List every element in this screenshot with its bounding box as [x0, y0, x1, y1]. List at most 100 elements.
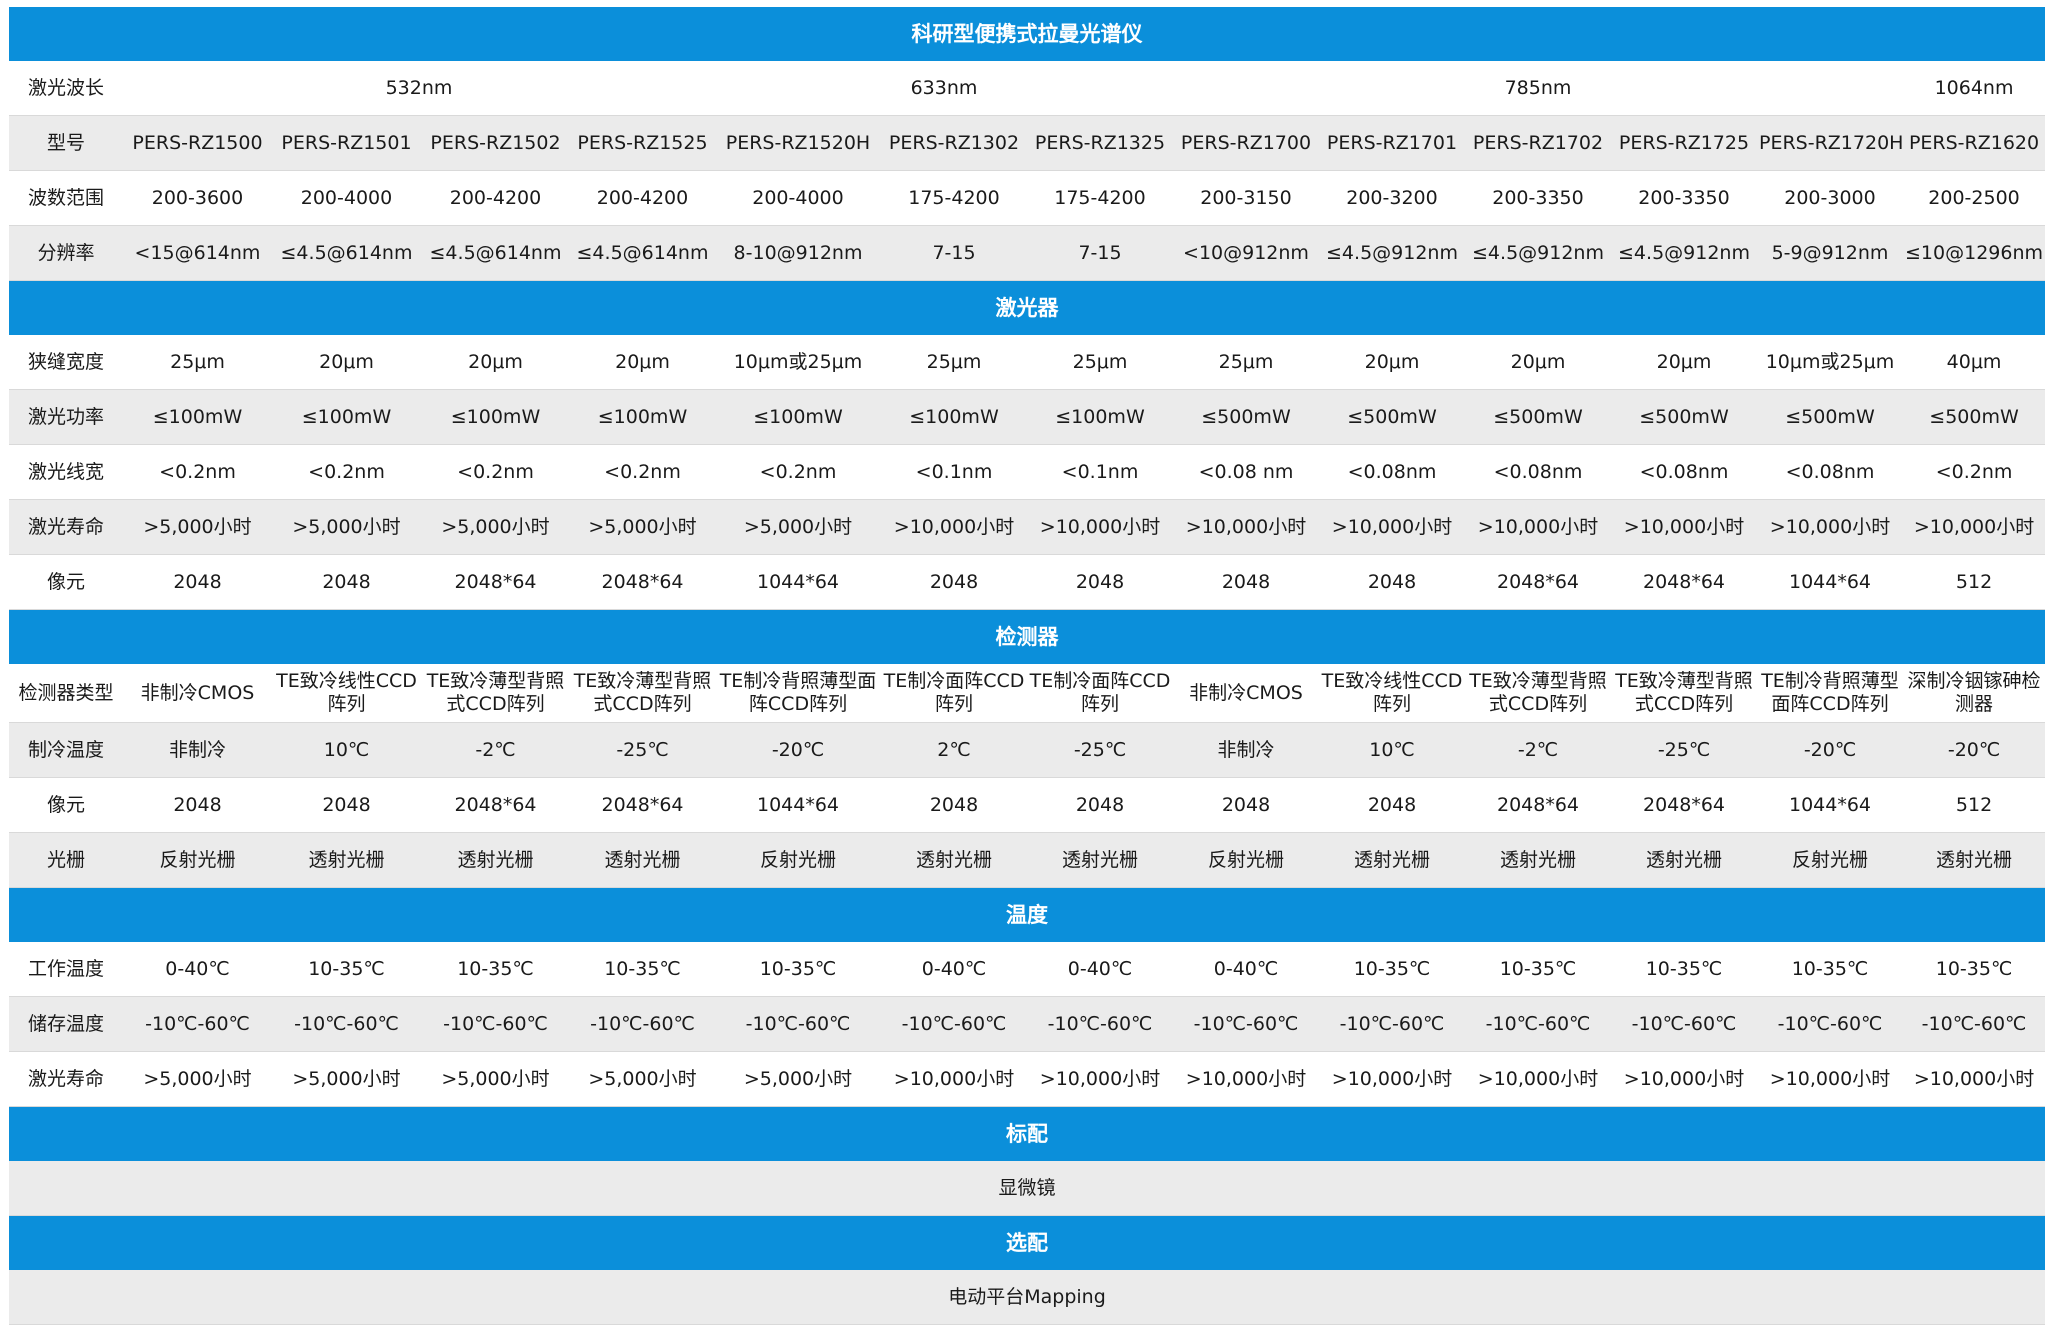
table-row: 波数范围 200-3600 200-4000 200-4200 200-4200 200-… — [9, 170, 2046, 226]
table-row: 激光寿命 >5,000小时 >5,000小时 >5,000小时 >5,000小时 >5,0… — [9, 1051, 2046, 1107]
row-label: 检测器类型 — [9, 664, 123, 723]
table-cell: 10℃ — [1319, 722, 1465, 778]
row-label: 工作温度 — [9, 942, 123, 997]
table-cell: 2048 — [123, 554, 272, 610]
table-cell: <10@912nm — [1173, 225, 1319, 281]
table-cell: 反射光栅 — [123, 832, 272, 888]
row-label: 激光寿命 — [9, 499, 123, 555]
table-cell: >10,000小时 — [1465, 499, 1611, 555]
table-cell: -25℃ — [1027, 722, 1173, 778]
table-cell: -20℃ — [715, 722, 881, 778]
table-cell: 200-4200 — [570, 170, 715, 226]
table-cell: 10-35℃ — [715, 942, 881, 997]
table-cell: >10,000小时 — [1027, 499, 1173, 555]
table-cell: ≤500mW — [1319, 389, 1465, 445]
table-cell: >5,000小时 — [272, 499, 421, 555]
table-cell: 200-4000 — [715, 170, 881, 226]
table-row: 光栅 反射光栅 透射光栅 透射光栅 透射光栅 反射光栅 透射光栅 透射光栅 反射光栅 透射光栅 透射… — [9, 832, 2046, 888]
table-cell: 200-3350 — [1611, 170, 1757, 226]
table-cell: TE制冷背照薄型面阵CCD阵列 — [715, 664, 881, 723]
table-cell: ≤500mW — [1757, 389, 1903, 445]
table-cell: PERS-RZ1620 — [1903, 115, 2046, 171]
table-cell: <0.2nm — [715, 444, 881, 500]
table-cell: <0.08 nm — [1173, 444, 1319, 500]
table-cell: >10,000小时 — [1465, 1051, 1611, 1107]
table-cell: -20℃ — [1757, 722, 1903, 778]
table-cell: 0-40℃ — [123, 942, 272, 997]
table-cell: 2048*64 — [570, 554, 715, 610]
table-cell: 10-35℃ — [570, 942, 715, 997]
table-cell: 1044*64 — [715, 777, 881, 833]
table-cell: >10,000小时 — [881, 499, 1027, 555]
table-row: 像元 2048 2048 2048*64 2048*64 1044*64 2048 2048 2… — [9, 554, 2046, 610]
table-cell: -20℃ — [1903, 722, 2046, 778]
wavelength-1064: 1064nm — [1903, 61, 2046, 116]
table-cell: 透射光栅 — [570, 832, 715, 888]
table-cell: 20μm — [570, 335, 715, 390]
table-cell: 512 — [1903, 554, 2046, 610]
table-cell: >10,000小时 — [1757, 499, 1903, 555]
table-cell: 2048 — [1027, 777, 1173, 833]
table-cell: >10,000小时 — [1903, 499, 2046, 555]
table-cell: >5,000小时 — [570, 499, 715, 555]
table-cell: TE致冷薄型背照式CCD阵列 — [1611, 664, 1757, 723]
row-label: 像元 — [9, 554, 123, 610]
table-cell: -2℃ — [421, 722, 570, 778]
table-cell: <0.2nm — [272, 444, 421, 500]
table-cell: >10,000小时 — [1903, 1051, 2046, 1107]
table-cell: <0.2nm — [1903, 444, 2046, 500]
table-cell: 非制冷CMOS — [1173, 664, 1319, 723]
spec-table: 科研型便携式拉曼光谱仪 激光波长 532nm 633nm 785nm 1064n… — [9, 7, 2046, 1325]
table-cell: >10,000小时 — [881, 1051, 1027, 1107]
table-cell: 20μm — [421, 335, 570, 390]
section-detector: 检测器 — [9, 609, 2046, 664]
table-cell: ≤100mW — [715, 389, 881, 445]
table-cell: <0.08nm — [1611, 444, 1757, 500]
table-cell: 10μm或25μm — [715, 335, 881, 390]
table-cell: TE致冷线性CCD阵列 — [272, 664, 421, 723]
table-cell: 10-35℃ — [1757, 942, 1903, 997]
table-cell: -10℃-60℃ — [1611, 996, 1757, 1052]
table-row: 工作温度 0-40℃ 10-35℃ 10-35℃ 10-35℃ 10-35℃ 0-40℃ 0-… — [9, 942, 2046, 997]
table-cell: -10℃-60℃ — [123, 996, 272, 1052]
table-cell: <0.2nm — [570, 444, 715, 500]
table-row: 储存温度 -10℃-60℃ -10℃-60℃ -10℃-60℃ -10℃-60℃ -10℃… — [9, 996, 2046, 1052]
table-cell: >5,000小时 — [421, 499, 570, 555]
table-cell: TE致冷线性CCD阵列 — [1319, 664, 1465, 723]
table-cell: 2048 — [1173, 777, 1319, 833]
table-cell: 0-40℃ — [1173, 942, 1319, 997]
table-cell: >10,000小时 — [1611, 1051, 1757, 1107]
table-cell: 1044*64 — [1757, 777, 1903, 833]
table-cell: 25μm — [123, 335, 272, 390]
section-standard: 标配 — [9, 1106, 2046, 1161]
table-cell: 透射光栅 — [1027, 832, 1173, 888]
table-cell: 2048 — [881, 554, 1027, 610]
table-cell: <0.08nm — [1319, 444, 1465, 500]
table-cell: 20μm — [1319, 335, 1465, 390]
table-cell: TE致冷薄型背照式CCD阵列 — [570, 664, 715, 723]
table-cell: >5,000小时 — [272, 1051, 421, 1107]
table-cell: ≤100mW — [272, 389, 421, 445]
row-label: 像元 — [9, 777, 123, 833]
table-cell: -10℃-60℃ — [570, 996, 715, 1052]
table-cell: >10,000小时 — [1173, 1051, 1319, 1107]
table-cell: 10-35℃ — [1611, 942, 1757, 997]
table-cell: >5,000小时 — [421, 1051, 570, 1107]
wavelength-532: 532nm — [123, 61, 715, 116]
table-cell: TE致冷薄型背照式CCD阵列 — [1465, 664, 1611, 723]
table-cell: 反射光栅 — [1757, 832, 1903, 888]
table-cell: 透射光栅 — [881, 832, 1027, 888]
table-cell: ≤100mW — [881, 389, 1027, 445]
table-cell: >5,000小时 — [123, 499, 272, 555]
table-cell: TE制冷背照薄型面阵CCD阵列 — [1757, 664, 1903, 723]
table-cell: 10-35℃ — [421, 942, 570, 997]
table-cell: PERS-RZ1500 — [123, 115, 272, 171]
table-cell: PERS-RZ1302 — [881, 115, 1027, 171]
table-cell: 2048*64 — [1465, 554, 1611, 610]
table-cell: 非制冷 — [1173, 722, 1319, 778]
row-label: 激光功率 — [9, 389, 123, 445]
table-cell: PERS-RZ1701 — [1319, 115, 1465, 171]
table-cell: 1044*64 — [715, 554, 881, 610]
table-cell: -10℃-60℃ — [1465, 996, 1611, 1052]
table-cell: ≤500mW — [1611, 389, 1757, 445]
